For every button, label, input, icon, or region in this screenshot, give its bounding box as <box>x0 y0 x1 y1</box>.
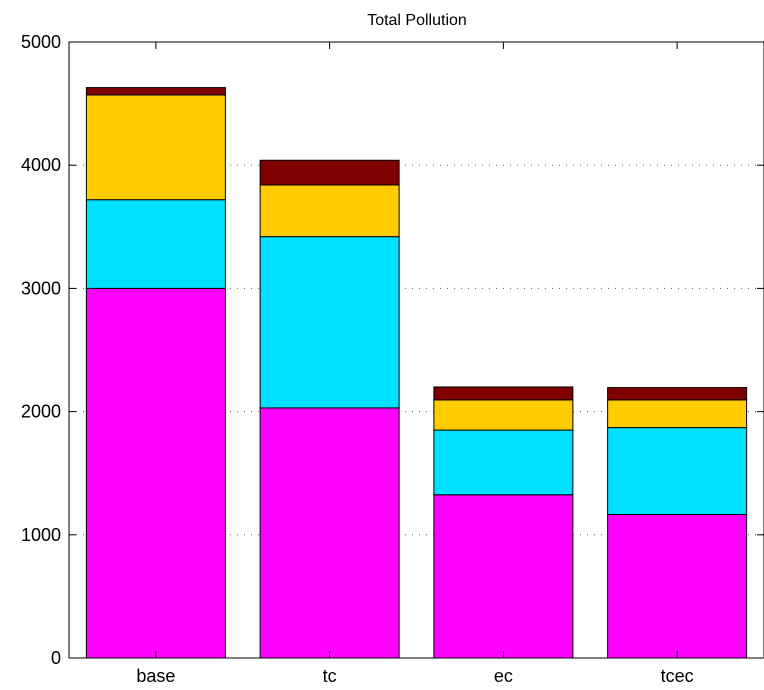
x-tick-label: tc <box>323 666 337 686</box>
y-tick-label: 3000 <box>21 278 61 298</box>
bar-segment-tcec-4 <box>607 387 748 401</box>
bar-segment-tc-1 <box>259 407 400 659</box>
y-axis: 0 1000 2000 3000 4000 5000 <box>21 32 764 668</box>
bar-segment-ec-3 <box>433 399 574 431</box>
x-tick-label: tcec <box>661 666 694 686</box>
bar-segment-tcec-1 <box>607 513 748 659</box>
bar-segment-tcec-2 <box>607 427 748 515</box>
x-axis: base tc ec tcec <box>136 42 694 686</box>
y-tick-label: 4000 <box>21 155 61 175</box>
bar-segment-base-3 <box>85 94 226 201</box>
bar-segment-ec-4 <box>433 386 574 401</box>
y-tick-label: 5000 <box>21 32 61 52</box>
x-tick-label: ec <box>494 666 513 686</box>
bar-segment-base-4 <box>85 87 226 96</box>
bar-segment-tc-4 <box>259 159 400 186</box>
x-tick-label: base <box>136 666 175 686</box>
bar-segment-ec-1 <box>433 494 574 659</box>
y-tick-label: 1000 <box>21 525 61 545</box>
bar-segment-tcec-3 <box>607 399 748 429</box>
bar-segment-ec-2 <box>433 429 574 496</box>
bar-segment-tc-2 <box>259 236 400 409</box>
bar-segment-base-2 <box>85 199 226 289</box>
plot-frame <box>68 41 764 659</box>
y-tick-label: 0 <box>51 648 61 668</box>
y-tick-label: 2000 <box>21 402 61 422</box>
chart-title: Total Pollution <box>367 12 467 29</box>
bar-segment-base-1 <box>85 287 226 659</box>
bars <box>85 87 748 659</box>
bar-segment-tc-3 <box>259 184 400 238</box>
